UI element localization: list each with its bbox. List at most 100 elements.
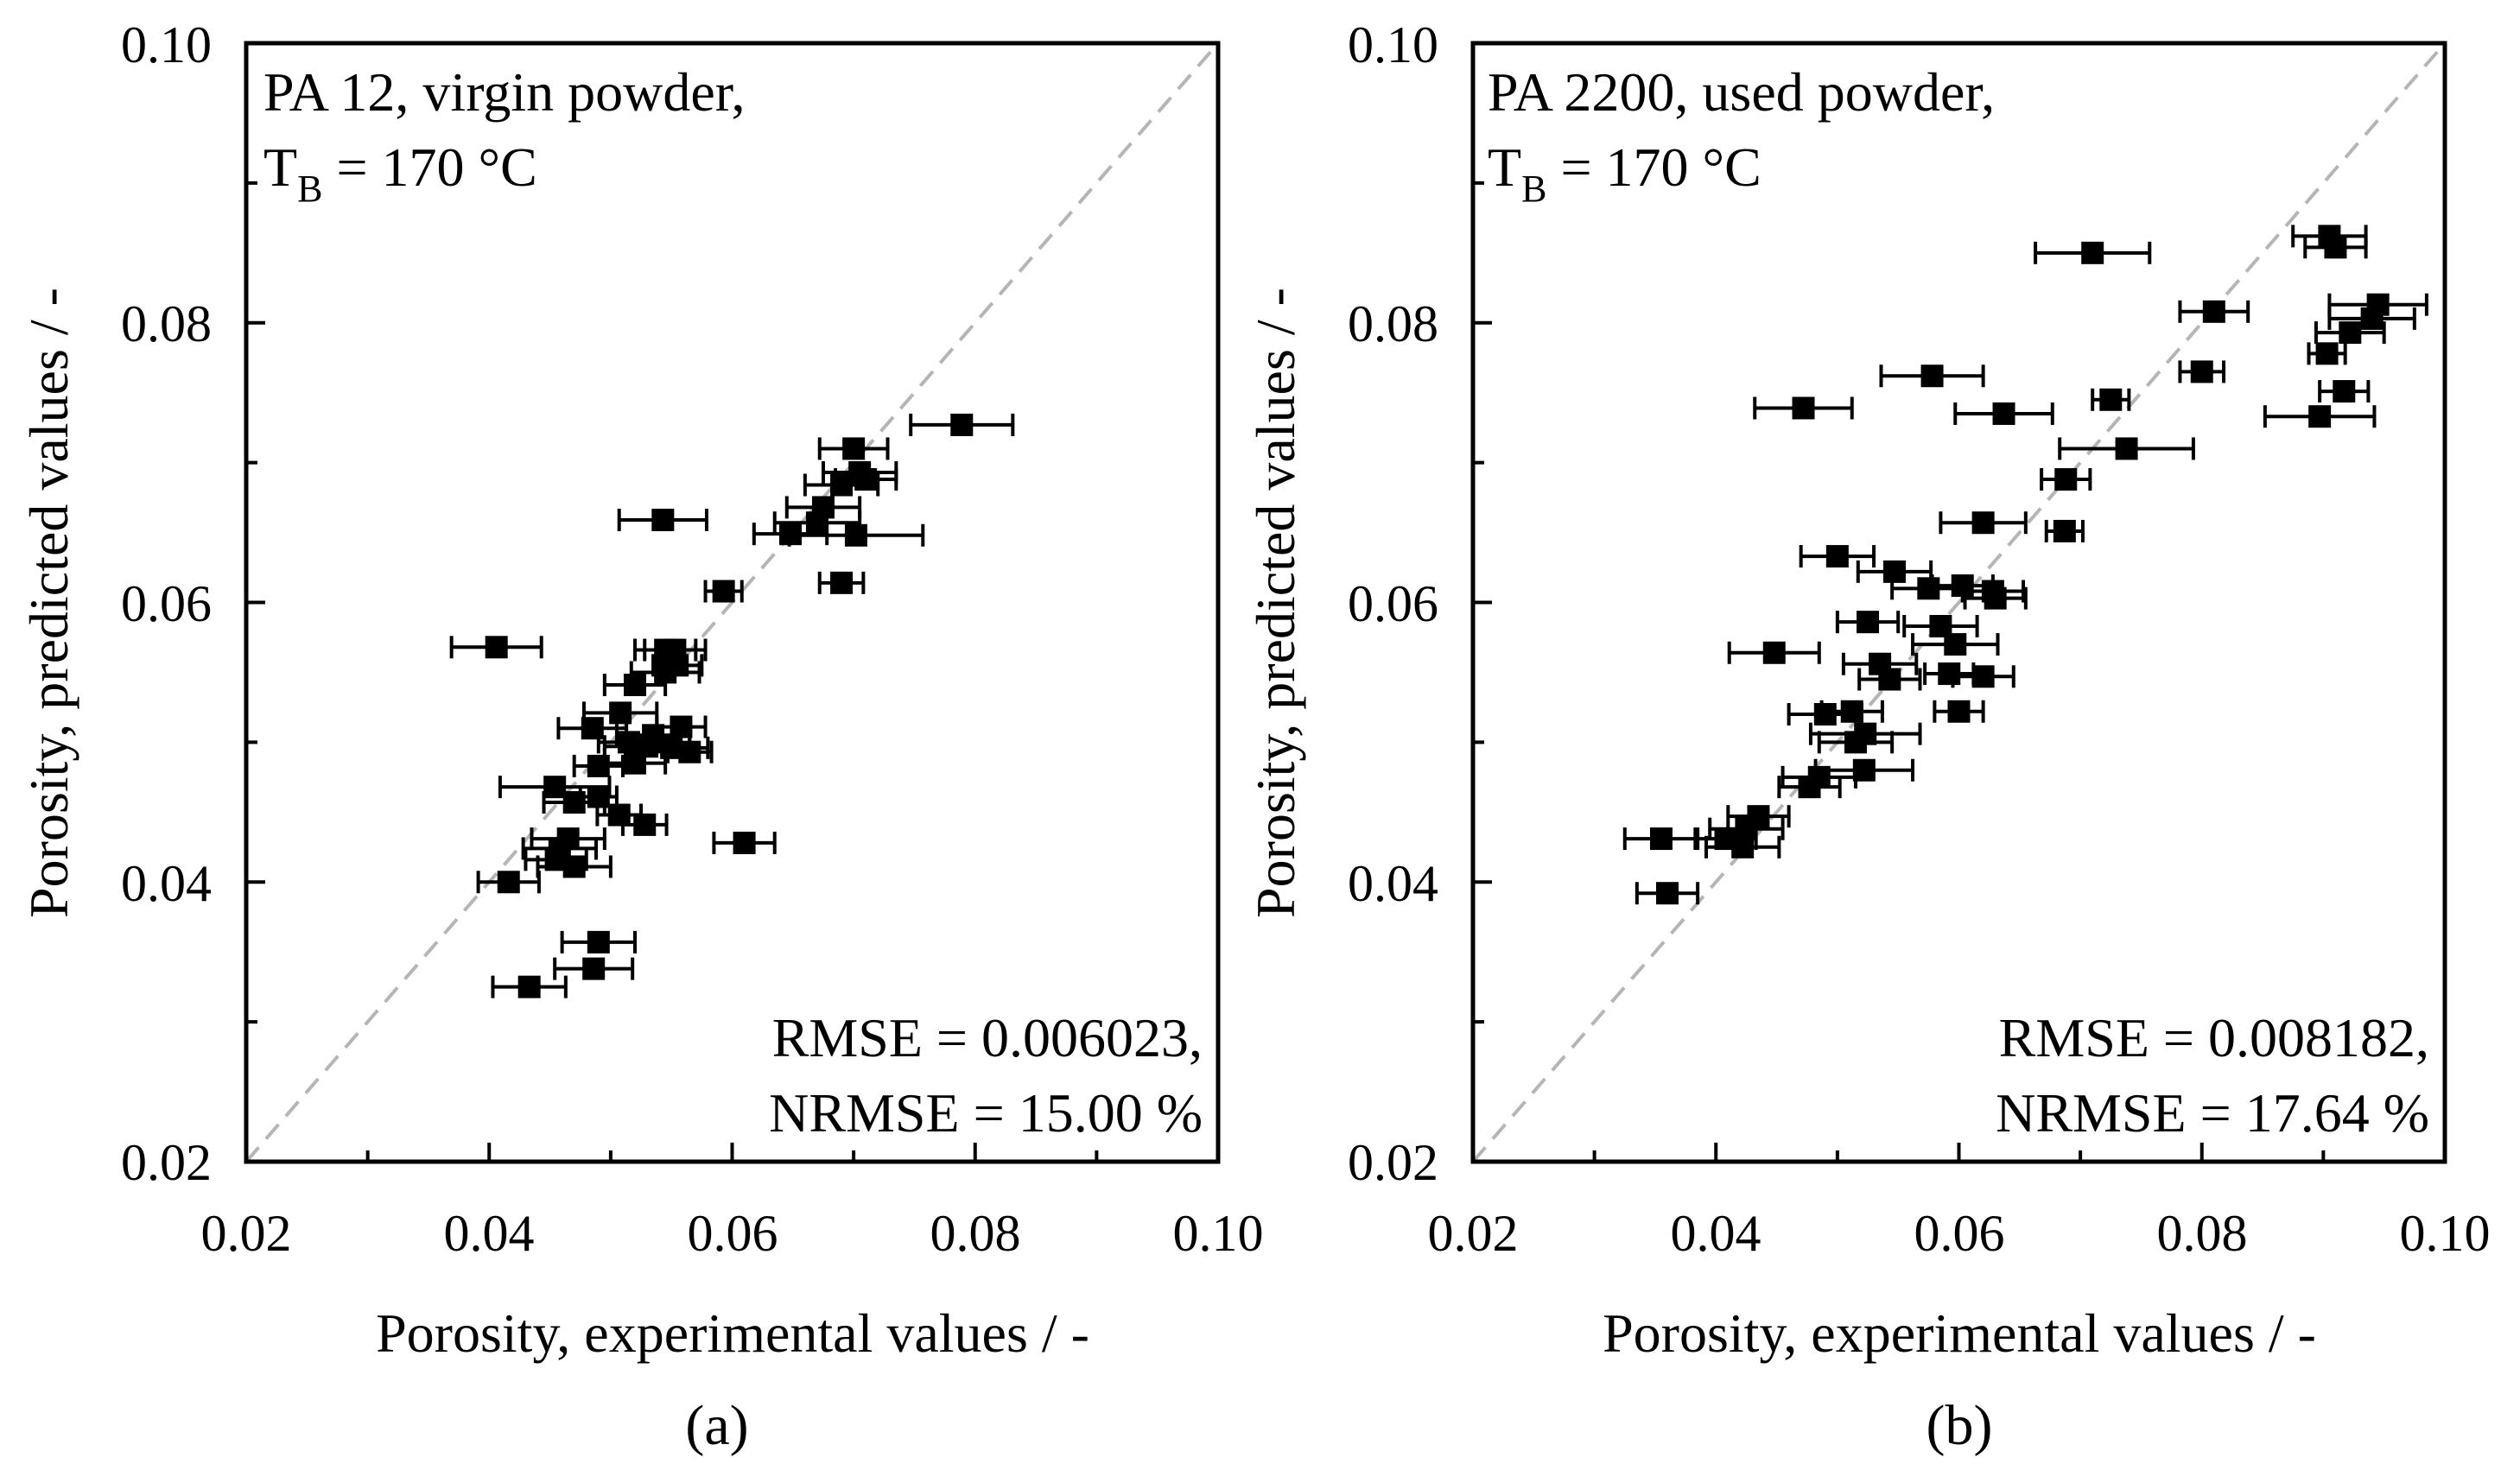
data-point — [2315, 342, 2339, 365]
data-point — [562, 790, 586, 814]
panel-b-title-line2: TB = 170 °C — [1488, 136, 1761, 210]
panel-b-temp-subscript: B — [1521, 168, 1546, 210]
data-point — [517, 975, 541, 998]
panel-a-temp-subscript: B — [297, 168, 322, 210]
panel-b-nrmse-annotation: NRMSE = 17.64 % — [1996, 1082, 2429, 1144]
panel-a-title-line2: TB = 170 °C — [263, 136, 537, 210]
panel-b-x-axis-title: Porosity, experimental values / - — [1603, 1302, 2316, 1364]
data-point — [1844, 731, 1867, 754]
data-point — [1947, 700, 1971, 723]
data-point — [1762, 641, 1786, 664]
panel-b-x-tick-label: 0.04 — [1671, 1205, 1761, 1262]
panel-b-y-tick-label: 0.06 — [1348, 575, 1438, 632]
data-point — [582, 957, 606, 980]
data-point — [712, 580, 735, 603]
panel-b-label: (b) — [1926, 1394, 1993, 1457]
data-point — [2054, 468, 2078, 491]
panel-b-temp-value: = 170 °C — [1546, 136, 1761, 198]
panel-a-x-tick-labels: 0.02 0.04 0.06 0.08 0.10 — [201, 1205, 1264, 1262]
data-point — [1878, 668, 1901, 691]
data-point — [1971, 665, 1995, 688]
data-point — [607, 803, 631, 827]
data-point — [2360, 307, 2384, 330]
data-point — [1984, 586, 2007, 610]
data-point — [854, 468, 878, 491]
panel-b-x-tick-label: 0.08 — [2157, 1205, 2248, 1262]
panel-a-title-line1: PA 12, virgin powder, — [263, 61, 746, 123]
panel-a-data-layer — [244, 41, 1220, 1163]
data-point — [1938, 662, 1961, 686]
panel-b-data-layer — [1471, 41, 2447, 1163]
panel-a: 0.02 0.04 0.06 0.08 0.10 0.02 0.04 0.06 … — [18, 16, 1264, 1457]
data-point — [2190, 360, 2213, 383]
data-point — [1944, 633, 1967, 656]
data-point — [2339, 321, 2362, 345]
panel-a-x-axis-title: Porosity, experimental values / - — [376, 1302, 1089, 1364]
data-point — [2324, 236, 2347, 259]
panel-a-rmse-annotation: RMSE = 0.006023, — [772, 1007, 1203, 1068]
panel-b-x-tick-label: 0.06 — [1914, 1205, 2005, 1262]
panel-b-title-line1: PA 2200, used powder, — [1488, 61, 1995, 123]
panel-b-rmse-annotation: RMSE = 0.008182, — [1999, 1007, 2429, 1068]
data-point — [562, 855, 586, 878]
panel-a-y-tick-labels: 0.02 0.04 0.06 0.08 0.10 — [121, 16, 212, 1191]
data-point — [1920, 364, 1944, 388]
data-point — [1840, 700, 1863, 723]
panel-a-y-tick-label: 0.02 — [121, 1134, 212, 1191]
panel-a-x-tick-label: 0.02 — [201, 1205, 292, 1262]
data-point — [1882, 560, 1906, 583]
data-point — [1992, 402, 2015, 425]
panel-a-label: (a) — [685, 1394, 748, 1457]
data-point — [1813, 703, 1837, 725]
panel-a-x-tick-label: 0.04 — [444, 1205, 535, 1262]
data-point — [2081, 241, 2104, 264]
panel-b-y-axis-title: Porosity, predicted values / - — [1245, 288, 1306, 918]
panel-b-y-tick-label: 0.02 — [1348, 1134, 1438, 1191]
panel-b-y-tick-label: 0.08 — [1348, 295, 1438, 352]
panel-b-y-tick-labels: 0.02 0.04 0.06 0.08 0.10 — [1348, 16, 1438, 1191]
panel-a-x-tick-label: 0.10 — [1173, 1205, 1264, 1262]
data-point — [1917, 577, 1940, 600]
panel-b-y-tick-label: 0.10 — [1348, 16, 1438, 73]
data-point — [1825, 545, 1849, 568]
panel-a-temp-value: = 170 °C — [322, 136, 536, 198]
panel-a-x-tick-label: 0.06 — [688, 1205, 778, 1262]
data-point — [842, 437, 866, 460]
data-point — [587, 754, 610, 777]
data-point — [633, 813, 657, 836]
panel-a-temp-symbol: T — [263, 136, 297, 198]
data-point — [1649, 827, 1673, 851]
data-point — [733, 831, 756, 854]
panel-a-x-tick-label: 0.08 — [930, 1205, 1021, 1262]
data-point — [805, 511, 828, 535]
reference-line-y-equals-x — [1471, 41, 2447, 1163]
data-point — [581, 717, 604, 740]
panel-b-x-tick-label: 0.10 — [2400, 1205, 2491, 1262]
panel-b-temp-symbol: T — [1488, 136, 1521, 198]
data-point — [543, 776, 567, 799]
data-point — [950, 413, 974, 436]
data-point — [1656, 882, 1679, 905]
data-point — [2308, 405, 2332, 428]
data-point — [624, 674, 646, 697]
data-point — [497, 871, 520, 894]
data-point — [624, 751, 646, 775]
data-point — [2053, 519, 2076, 542]
data-point — [1857, 611, 1880, 634]
data-point — [830, 473, 854, 497]
data-point — [1971, 511, 1995, 535]
panel-b: 0.02 0.04 0.06 0.08 0.10 0.02 0.04 0.06 … — [1245, 16, 2491, 1457]
data-point — [1731, 835, 1755, 859]
panel-a-nrmse-annotation: NRMSE = 15.00 % — [769, 1082, 1203, 1144]
data-point — [609, 701, 632, 725]
data-point — [678, 740, 701, 764]
panel-a-y-tick-label: 0.04 — [121, 855, 212, 912]
panel-a-y-tick-label: 0.06 — [121, 575, 212, 632]
panel-a-y-tick-label: 0.08 — [121, 295, 212, 352]
data-point — [2115, 437, 2138, 460]
panel-a-y-axis-title: Porosity, predicted values / - — [18, 288, 79, 918]
data-point — [830, 571, 854, 594]
panel-b-y-tick-label: 0.04 — [1348, 855, 1438, 912]
panel-b-x-tick-labels: 0.02 0.04 0.06 0.08 0.10 — [1428, 1205, 2491, 1262]
